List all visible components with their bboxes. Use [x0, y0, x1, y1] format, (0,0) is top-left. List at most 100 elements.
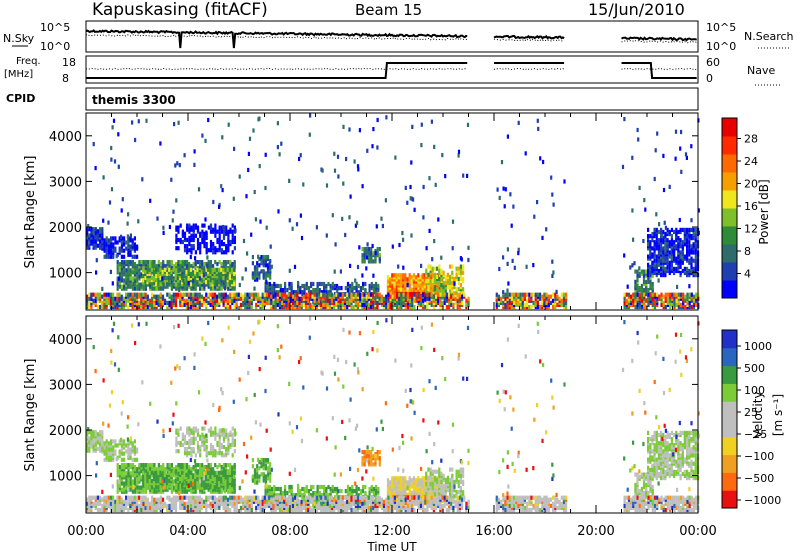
- heatmap-cell: [460, 257, 463, 262]
- heatmap-cell: [425, 278, 428, 284]
- heatmap-cell: [222, 470, 225, 475]
- heatmap-cell: [96, 292, 99, 297]
- heatmap-cell: [697, 208, 700, 213]
- heatmap-cell: [216, 274, 219, 279]
- heatmap-cell: [177, 292, 180, 297]
- heatmap-cell: [312, 300, 315, 305]
- heatmap-cell: [450, 302, 453, 307]
- heatmap-cell: [212, 453, 215, 458]
- heatmap-cell: [92, 430, 95, 435]
- heatmap-cell: [444, 289, 447, 294]
- heatmap-cell: [209, 248, 213, 253]
- heatmap-cell: [88, 430, 91, 435]
- power-colorbar-tick: 16: [744, 200, 758, 213]
- heatmap-cell: [218, 267, 221, 272]
- heatmap-cell: [218, 204, 221, 209]
- heatmap-cell: [229, 227, 232, 232]
- heatmap-cell: [436, 266, 439, 271]
- heatmap-cell: [547, 294, 550, 299]
- heatmap-cell: [502, 255, 505, 260]
- heatmap-cell: [136, 244, 139, 249]
- heatmap-cell: [444, 280, 447, 286]
- heatmap-cell: [199, 260, 202, 265]
- heatmap-cell: [673, 229, 676, 235]
- heatmap-cell: [125, 246, 128, 251]
- heatmap-cell: [181, 463, 184, 468]
- heatmap-cell: [194, 483, 197, 488]
- heatmap-cell: [183, 260, 186, 265]
- heatmap-cell: [681, 250, 684, 255]
- heatmap-cell: [649, 275, 652, 280]
- heatmap-cell: [426, 296, 429, 301]
- heatmap-cell: [675, 298, 678, 303]
- heatmap-cell: [248, 300, 251, 305]
- heatmap-cell: [419, 275, 422, 280]
- heatmap-cell: [120, 234, 123, 239]
- heatmap-cell: [669, 298, 672, 303]
- heatmap-cell: [651, 252, 654, 257]
- heatmap-cell: [358, 128, 361, 133]
- heatmap-cell: [675, 266, 678, 271]
- heatmap-cell: [194, 453, 197, 458]
- heatmap-cell: [547, 302, 550, 307]
- heatmap-cell: [157, 470, 160, 475]
- heatmap-cell: [626, 284, 629, 289]
- heatmap-cell: [231, 298, 234, 303]
- heatmap-cell: [118, 469, 121, 474]
- heatmap-cell: [175, 225, 178, 230]
- heatmap-cell: [664, 256, 667, 261]
- heatmap-cell: [536, 304, 539, 310]
- heatmap-cell: [681, 227, 684, 232]
- heatmap-cell: [212, 199, 215, 205]
- heatmap-cell: [410, 279, 413, 284]
- heatmap-cell: [220, 248, 223, 253]
- heatmap-cell: [155, 282, 158, 287]
- heatmap-cell: [279, 283, 282, 289]
- heatmap-cell: [660, 227, 663, 232]
- heatmap-cell: [99, 227, 102, 232]
- heatmap-cell: [126, 221, 129, 226]
- heatmap-cell: [123, 278, 126, 283]
- heatmap-cell: [359, 292, 362, 297]
- heatmap-cell: [225, 229, 228, 234]
- heatmap-cell: [261, 304, 264, 310]
- heatmap-cell: [178, 163, 181, 168]
- heatmap-cell: [432, 294, 435, 299]
- heatmap-cell: [183, 302, 186, 307]
- heatmap-cell: [412, 197, 415, 202]
- heatmap-cell: [144, 292, 147, 297]
- heatmap-cell: [122, 296, 125, 301]
- heatmap-cell: [186, 485, 189, 490]
- heatmap-cell: [264, 288, 267, 293]
- heatmap-cell: [679, 270, 682, 276]
- heatmap-cell: [681, 244, 684, 249]
- heatmap-cell: [647, 234, 650, 239]
- heatmap-cell: [162, 225, 165, 230]
- heatmap-cell: [662, 187, 666, 193]
- heatmap-cell: [129, 268, 132, 273]
- heatmap-cell: [155, 300, 158, 305]
- heatmap-cell: [209, 463, 212, 468]
- heatmap-cell: [213, 282, 216, 287]
- heatmap-cell: [344, 232, 347, 238]
- heatmap-cell: [463, 292, 466, 297]
- heatmap-cell: [642, 288, 646, 293]
- heatmap-cell: [523, 302, 526, 307]
- heatmap-cell: [209, 467, 212, 472]
- heatmap-cell: [183, 286, 186, 291]
- heatmap-cell: [453, 285, 456, 290]
- heatmap-cell: [116, 296, 119, 301]
- heatmap-cell: [157, 260, 160, 265]
- heatmap-cell: [355, 286, 358, 291]
- heatmap-cell: [366, 292, 369, 297]
- heatmap-cell: [218, 428, 221, 433]
- heatmap-cell: [690, 292, 693, 297]
- heatmap-cell: [353, 159, 356, 164]
- heatmap-cell: [233, 282, 236, 287]
- heatmap-cell: [502, 294, 505, 299]
- heatmap-cell: [170, 284, 173, 289]
- heatmap-cell: [205, 449, 208, 454]
- heatmap-cell: [451, 246, 454, 251]
- heatmap-cell: [90, 292, 93, 297]
- heatmap-cell: [325, 283, 328, 289]
